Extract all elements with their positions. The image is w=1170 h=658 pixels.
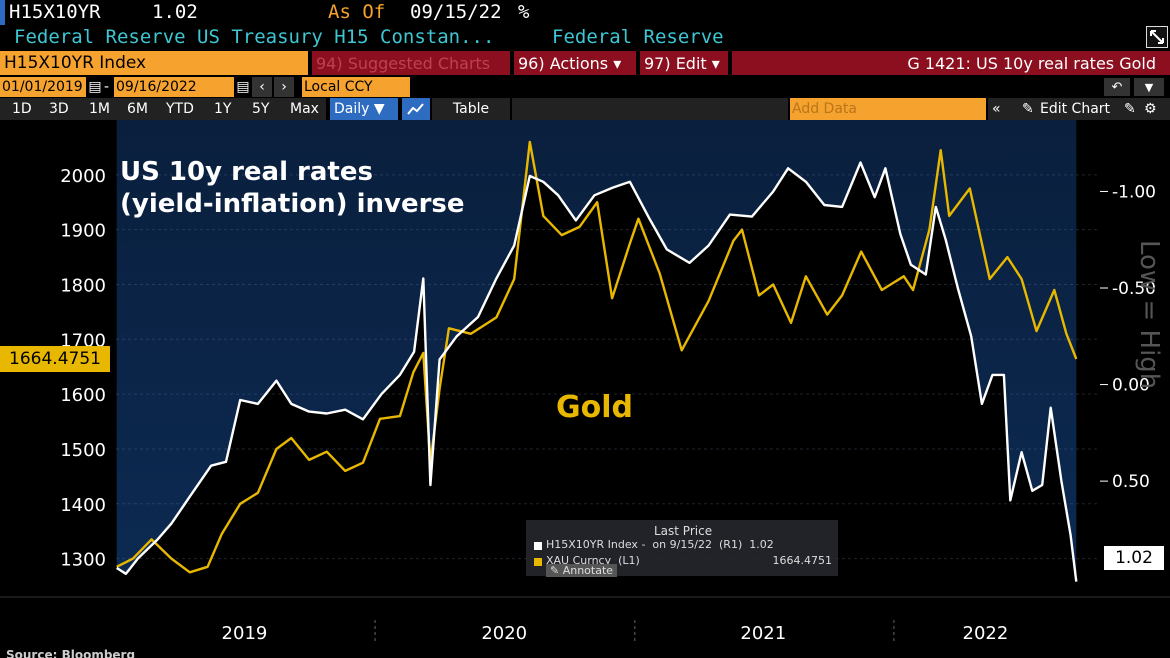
left-tick-label: 1600 [60, 385, 106, 406]
right-tick-label: 0.00 [1112, 376, 1150, 396]
inverted-rates-fill [116, 120, 1077, 582]
legend-title: Last Price [654, 524, 713, 538]
left-tick-label: 1500 [60, 440, 106, 461]
series-gold [116, 140, 1078, 574]
currency-select[interactable]: Local CCY [302, 77, 410, 97]
collapse-icon[interactable]: « [992, 101, 1001, 117]
left-tick-label: 1300 [60, 550, 106, 571]
security-description: Federal Reserve US Treasury H15 Constan.… [14, 26, 495, 48]
security-header-row: H15X10YR 1.02 As Of 09/15/22 % [0, 0, 1170, 25]
gold-last-value-tag: 1664.4751 [0, 346, 110, 372]
as-of-label: As Of [328, 1, 386, 23]
left-tick-label: 1900 [60, 221, 106, 242]
right-tick-label: -0.50 [1112, 279, 1156, 299]
grid [116, 174, 1098, 560]
right-tick-label: 0.50 [1112, 472, 1150, 492]
range-ytd[interactable]: YTD [166, 101, 194, 117]
x-axis: 2019 2020 2021 2022 [222, 620, 1009, 644]
range-1d[interactable]: 1D [12, 101, 32, 117]
annotate-button[interactable]: ✎ Annotate [546, 564, 618, 577]
ticker-label: H15X10YR [9, 1, 101, 23]
range-3d[interactable]: 3D [49, 101, 69, 117]
index-name-field[interactable]: H15X10YR Index [0, 51, 308, 75]
actions-menu[interactable]: 96) Actions ▾ [514, 51, 636, 75]
chart-area: 1300 1400 1500 1600 1700 1800 1900 2000 -1.00 -0… [0, 120, 1170, 658]
legend-label-gold: XAU Curncy (L1) [546, 554, 640, 567]
x-tick-label: 2022 [963, 623, 1009, 644]
source-note: Source: Bloomberg [6, 648, 136, 658]
date-range-row: 01/01/2019 ▤ - 09/16/2022 ▤ ‹ › Local CC… [0, 77, 1170, 97]
legend-label-rates: H15X10YR Index - on 9/15/22 (R1) 1.02 [546, 538, 774, 551]
low-high-annotation: Low = High [1134, 240, 1164, 390]
start-date-input[interactable]: 01/01/2019 [0, 77, 86, 97]
left-tick-label: 1800 [60, 275, 106, 296]
legend-swatch-gold [534, 558, 542, 566]
range-1y[interactable]: 1Y [214, 101, 232, 117]
right-tick-label: -1.00 [1112, 182, 1156, 202]
range-buttons: 1D 3D 1M 6M YTD 1Y 5Y Max [0, 98, 326, 120]
percent-unit: % [518, 1, 530, 23]
edit-icon[interactable]: ✎ [1124, 101, 1136, 117]
range-max[interactable]: Max [290, 101, 319, 117]
undo-icon[interactable]: ↶ [1104, 78, 1130, 96]
right-axis: -1.00 -0.50 0.00 0.50 [1100, 182, 1156, 492]
suggested-charts-button[interactable]: 94) Suggested Charts [312, 51, 510, 75]
x-tick-label: 2020 [481, 623, 527, 644]
series-real-rates [116, 161, 1078, 582]
description-row: Federal Reserve US Treasury H15 Constan.… [0, 25, 1170, 51]
next-period-icon[interactable]: › [274, 77, 294, 97]
edit-menu[interactable]: 97) Edit ▾ [640, 51, 728, 75]
annotation-line-2: (yield-inflation) inverse [120, 189, 465, 219]
pencil-icon[interactable]: ✎ [1022, 101, 1034, 117]
dropdown-chevron-icon[interactable]: ▼ [1134, 78, 1164, 96]
calendar-icon[interactable]: ▤ [236, 79, 250, 95]
toolbar-spacer [512, 98, 788, 120]
chart-toolbar: H15X10YR Index 94) Suggested Charts 96) … [0, 51, 1170, 75]
legend-swatch-rates [534, 542, 542, 550]
as-of-date: 09/15/22 [410, 1, 502, 23]
frequency-select[interactable]: Daily ▼ [330, 98, 398, 120]
last-value: 1.02 [152, 1, 198, 23]
left-tick-label: 1400 [60, 495, 106, 516]
prev-period-icon[interactable]: ‹ [252, 77, 272, 97]
calendar-icon[interactable]: ▤ [88, 79, 102, 95]
annotation-line-1: US 10y real rates [120, 157, 373, 187]
x-tick-label: 2021 [740, 623, 786, 644]
add-data-input[interactable]: Add Data [790, 98, 986, 120]
date-separator: - [104, 79, 110, 95]
x-tick-label: 2019 [222, 623, 268, 644]
end-date-input[interactable]: 09/16/2022 [114, 77, 234, 97]
table-button[interactable]: Table [432, 98, 510, 120]
active-indicator [0, 0, 5, 25]
gold-annotation: Gold [556, 390, 633, 425]
gear-icon[interactable]: ⚙ [1144, 101, 1157, 117]
security-source: Federal Reserve [552, 26, 724, 48]
line-chart-icon[interactable] [402, 98, 430, 120]
chart-title: G 1421: US 10y real rates Gold [732, 51, 1170, 75]
left-tick-label: 2000 [60, 166, 106, 187]
real-rates-annotation: US 10y real rates (yield-inflation) inve… [120, 156, 465, 220]
range-5y[interactable]: 5Y [252, 101, 270, 117]
range-6m[interactable]: 6M [127, 101, 148, 117]
range-toolbar: 1D 3D 1M 6M YTD 1Y 5Y Max Daily ▼ Table … [0, 78, 1170, 120]
expand-icon[interactable] [1146, 26, 1168, 48]
legend-value-gold: 1664.4751 [772, 554, 833, 567]
chart-options: « ✎ Edit Chart ✎ ⚙ [988, 98, 1170, 120]
legend: Last Price H15X10YR Index - on 9/15/22 (… [526, 520, 838, 577]
range-1m[interactable]: 1M [89, 101, 110, 117]
rates-last-value-tag: 1.02 [1104, 546, 1164, 570]
edit-chart-button[interactable]: Edit Chart [1040, 101, 1111, 117]
